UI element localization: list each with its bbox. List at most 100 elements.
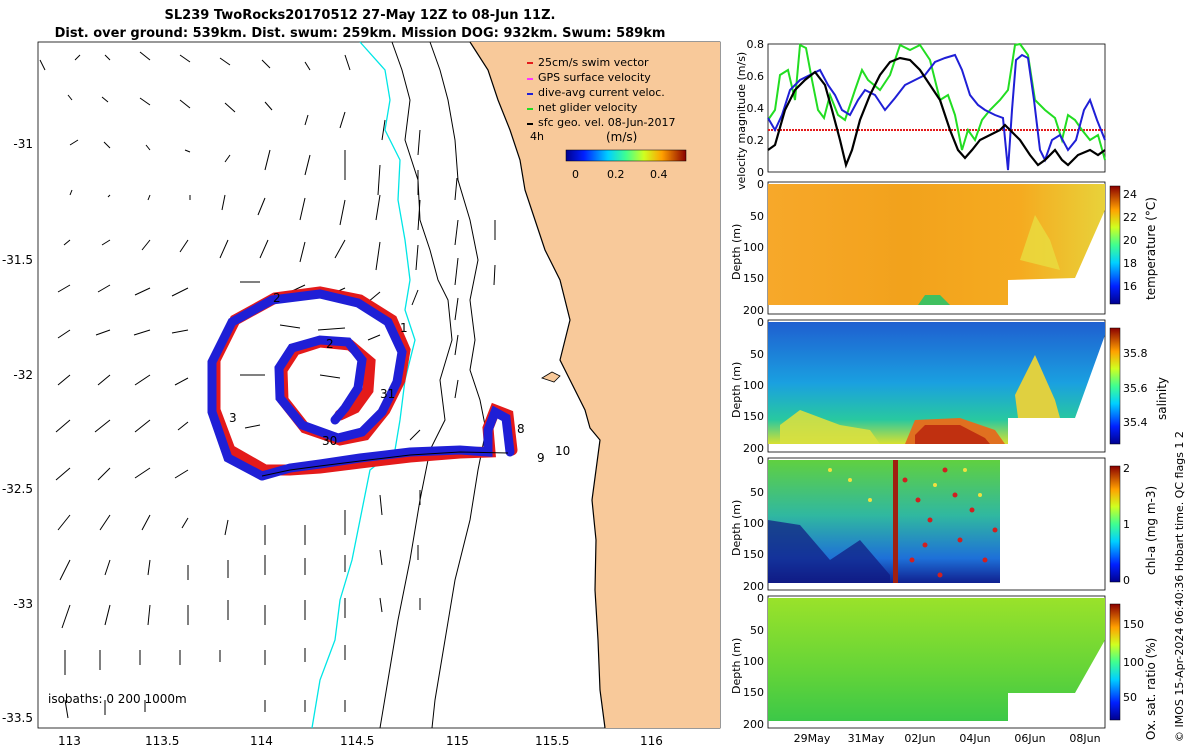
depth-axes: Depth (m) Depth (m) Depth (m) Depth (m) … — [730, 178, 764, 731]
svg-text:200: 200 — [743, 442, 764, 455]
svg-text:200: 200 — [743, 718, 764, 731]
date-axis: 29May 31May 02Jun 04Jun 06Jun 08Jun — [794, 732, 1101, 745]
svg-text:16: 16 — [1123, 280, 1137, 293]
sfc-geo-velocity-series — [767, 56, 1106, 169]
oxygen-label: Ox. sat. ratio (%) — [1144, 638, 1158, 740]
svg-text:8: 8 — [517, 422, 525, 436]
chla-label: chl-a (mg m-3) — [1144, 486, 1158, 575]
oxygen-panel: 50 100 150 Ox. sat. ratio (%) — [767, 595, 1158, 740]
svg-text:0: 0 — [757, 316, 764, 329]
temperature-colorbar — [1109, 185, 1121, 305]
svg-text:114: 114 — [250, 734, 273, 748]
svg-text:Depth (m): Depth (m) — [730, 362, 743, 418]
svg-text:1: 1 — [400, 321, 408, 335]
glider-track-current — [207, 289, 515, 481]
svg-text:dive-avg current veloc.: dive-avg current veloc. — [538, 86, 665, 99]
svg-text:200: 200 — [743, 580, 764, 593]
svg-text:0.8: 0.8 — [747, 38, 765, 51]
coastline — [469, 41, 606, 729]
salinity-label: salinity — [1155, 377, 1169, 420]
svg-text:150: 150 — [743, 686, 764, 699]
svg-text:35.6: 35.6 — [1123, 382, 1148, 395]
svg-text:3: 3 — [229, 411, 237, 425]
chla-highlight-bar — [893, 460, 898, 583]
oxygen-colorbar — [1109, 603, 1121, 721]
isobath-200m — [379, 41, 453, 729]
svg-text:50: 50 — [750, 624, 764, 637]
chla-mid-points — [828, 468, 982, 502]
svg-text:10: 10 — [555, 444, 570, 458]
svg-text:24: 24 — [1123, 188, 1137, 201]
svg-text:Depth (m): Depth (m) — [730, 224, 743, 280]
lon-axis: 113 113.5 114 114.5 115 115.5 116 — [58, 734, 663, 748]
time-step-label: 4h — [530, 130, 544, 143]
svg-text:35.8: 35.8 — [1123, 347, 1148, 360]
svg-text:Depth (m): Depth (m) — [730, 500, 743, 556]
svg-text:20: 20 — [1123, 234, 1137, 247]
current-vector-field — [39, 51, 496, 719]
svg-text:2: 2 — [326, 337, 334, 351]
svg-text:2: 2 — [1123, 462, 1130, 475]
rottnest-island — [541, 371, 561, 383]
svg-text:100: 100 — [743, 379, 764, 392]
svg-text:22: 22 — [1123, 211, 1137, 224]
svg-text:150: 150 — [1123, 618, 1144, 631]
chla-high-points — [902, 467, 998, 578]
dive-avg-current-series — [767, 53, 1106, 171]
svg-text:100: 100 — [743, 655, 764, 668]
svg-text:113.5: 113.5 — [145, 734, 179, 748]
svg-text:0: 0 — [1123, 574, 1130, 587]
title-line-1: SL239 TwoRocks20170512 27-May 12Z to 08-… — [164, 8, 556, 23]
svg-text:-33: -33 — [13, 597, 33, 611]
salinity-colorbar — [1109, 327, 1121, 445]
svg-text:-31: -31 — [13, 137, 33, 151]
svg-text:116: 116 — [640, 734, 663, 748]
velocity-axis-label: velocity magnitude (m/s) — [735, 52, 748, 190]
svg-text:0: 0 — [757, 178, 764, 191]
svg-text:0: 0 — [757, 454, 764, 467]
isobath-1000m — [311, 41, 416, 729]
svg-text:-31.5: -31.5 — [2, 253, 33, 267]
svg-text:0: 0 — [757, 592, 764, 605]
land-mass — [470, 42, 720, 728]
isobath-0m — [429, 41, 487, 729]
svg-text:50: 50 — [750, 486, 764, 499]
svg-text:150: 150 — [743, 410, 764, 423]
map-panel: 1 2 2 3 31 30 8 9 10 25cm/s swim vector … — [2, 41, 721, 748]
svg-text:02Jun: 02Jun — [904, 732, 935, 745]
svg-text:114.5: 114.5 — [340, 734, 374, 748]
svg-text:29May: 29May — [794, 732, 831, 745]
svg-text:08Jun: 08Jun — [1069, 732, 1100, 745]
title-line-2: Dist. over ground: 539km. Dist. swum: 25… — [54, 26, 666, 41]
sfc-geo-track — [261, 451, 509, 477]
svg-text:150: 150 — [743, 548, 764, 561]
lat-axis: -31 -31.5 -32 -32.5 -33 -33.5 — [2, 137, 33, 725]
svg-text:35.4: 35.4 — [1123, 416, 1148, 429]
svg-text:50: 50 — [750, 210, 764, 223]
speed-colorbar — [565, 149, 687, 162]
svg-text:18: 18 — [1123, 257, 1137, 270]
svg-text:0: 0 — [572, 168, 579, 181]
svg-text:115: 115 — [446, 734, 469, 748]
velocity-panel: velocity magnitude (m/s) 0 0.2 0.4 0.6 0… — [735, 38, 1106, 190]
svg-text:0.2: 0.2 — [607, 168, 625, 181]
svg-text:150: 150 — [743, 272, 764, 285]
temperature-panel: 16 18 20 22 24 temperature (°C) — [767, 181, 1158, 315]
isobaths-label: isobaths: 0 200 1000m — [48, 692, 187, 706]
svg-text:-33.5: -33.5 — [2, 711, 33, 725]
svg-text:25cm/s swim vector: 25cm/s swim vector — [538, 56, 649, 69]
svg-text:04Jun: 04Jun — [959, 732, 990, 745]
svg-text:200: 200 — [743, 304, 764, 317]
svg-text:100: 100 — [743, 241, 764, 254]
svg-text:06Jun: 06Jun — [1014, 732, 1045, 745]
svg-text:31: 31 — [380, 387, 395, 401]
svg-text:Depth (m): Depth (m) — [730, 638, 743, 694]
svg-text:sfc geo. vel. 08-Jun-2017: sfc geo. vel. 08-Jun-2017 — [538, 116, 675, 129]
svg-text:113: 113 — [58, 734, 81, 748]
chla-panel: 0 1 2 chl-a (mg m-3) — [767, 457, 1158, 591]
svg-text:30: 30 — [322, 434, 337, 448]
map-legend: 25cm/s swim vector GPS surface velocity … — [527, 56, 687, 181]
chla-colorbar — [1109, 465, 1121, 583]
credit-text: © IMOS 15-Apr-2024 06:40:36 Hobart time.… — [1173, 431, 1186, 742]
